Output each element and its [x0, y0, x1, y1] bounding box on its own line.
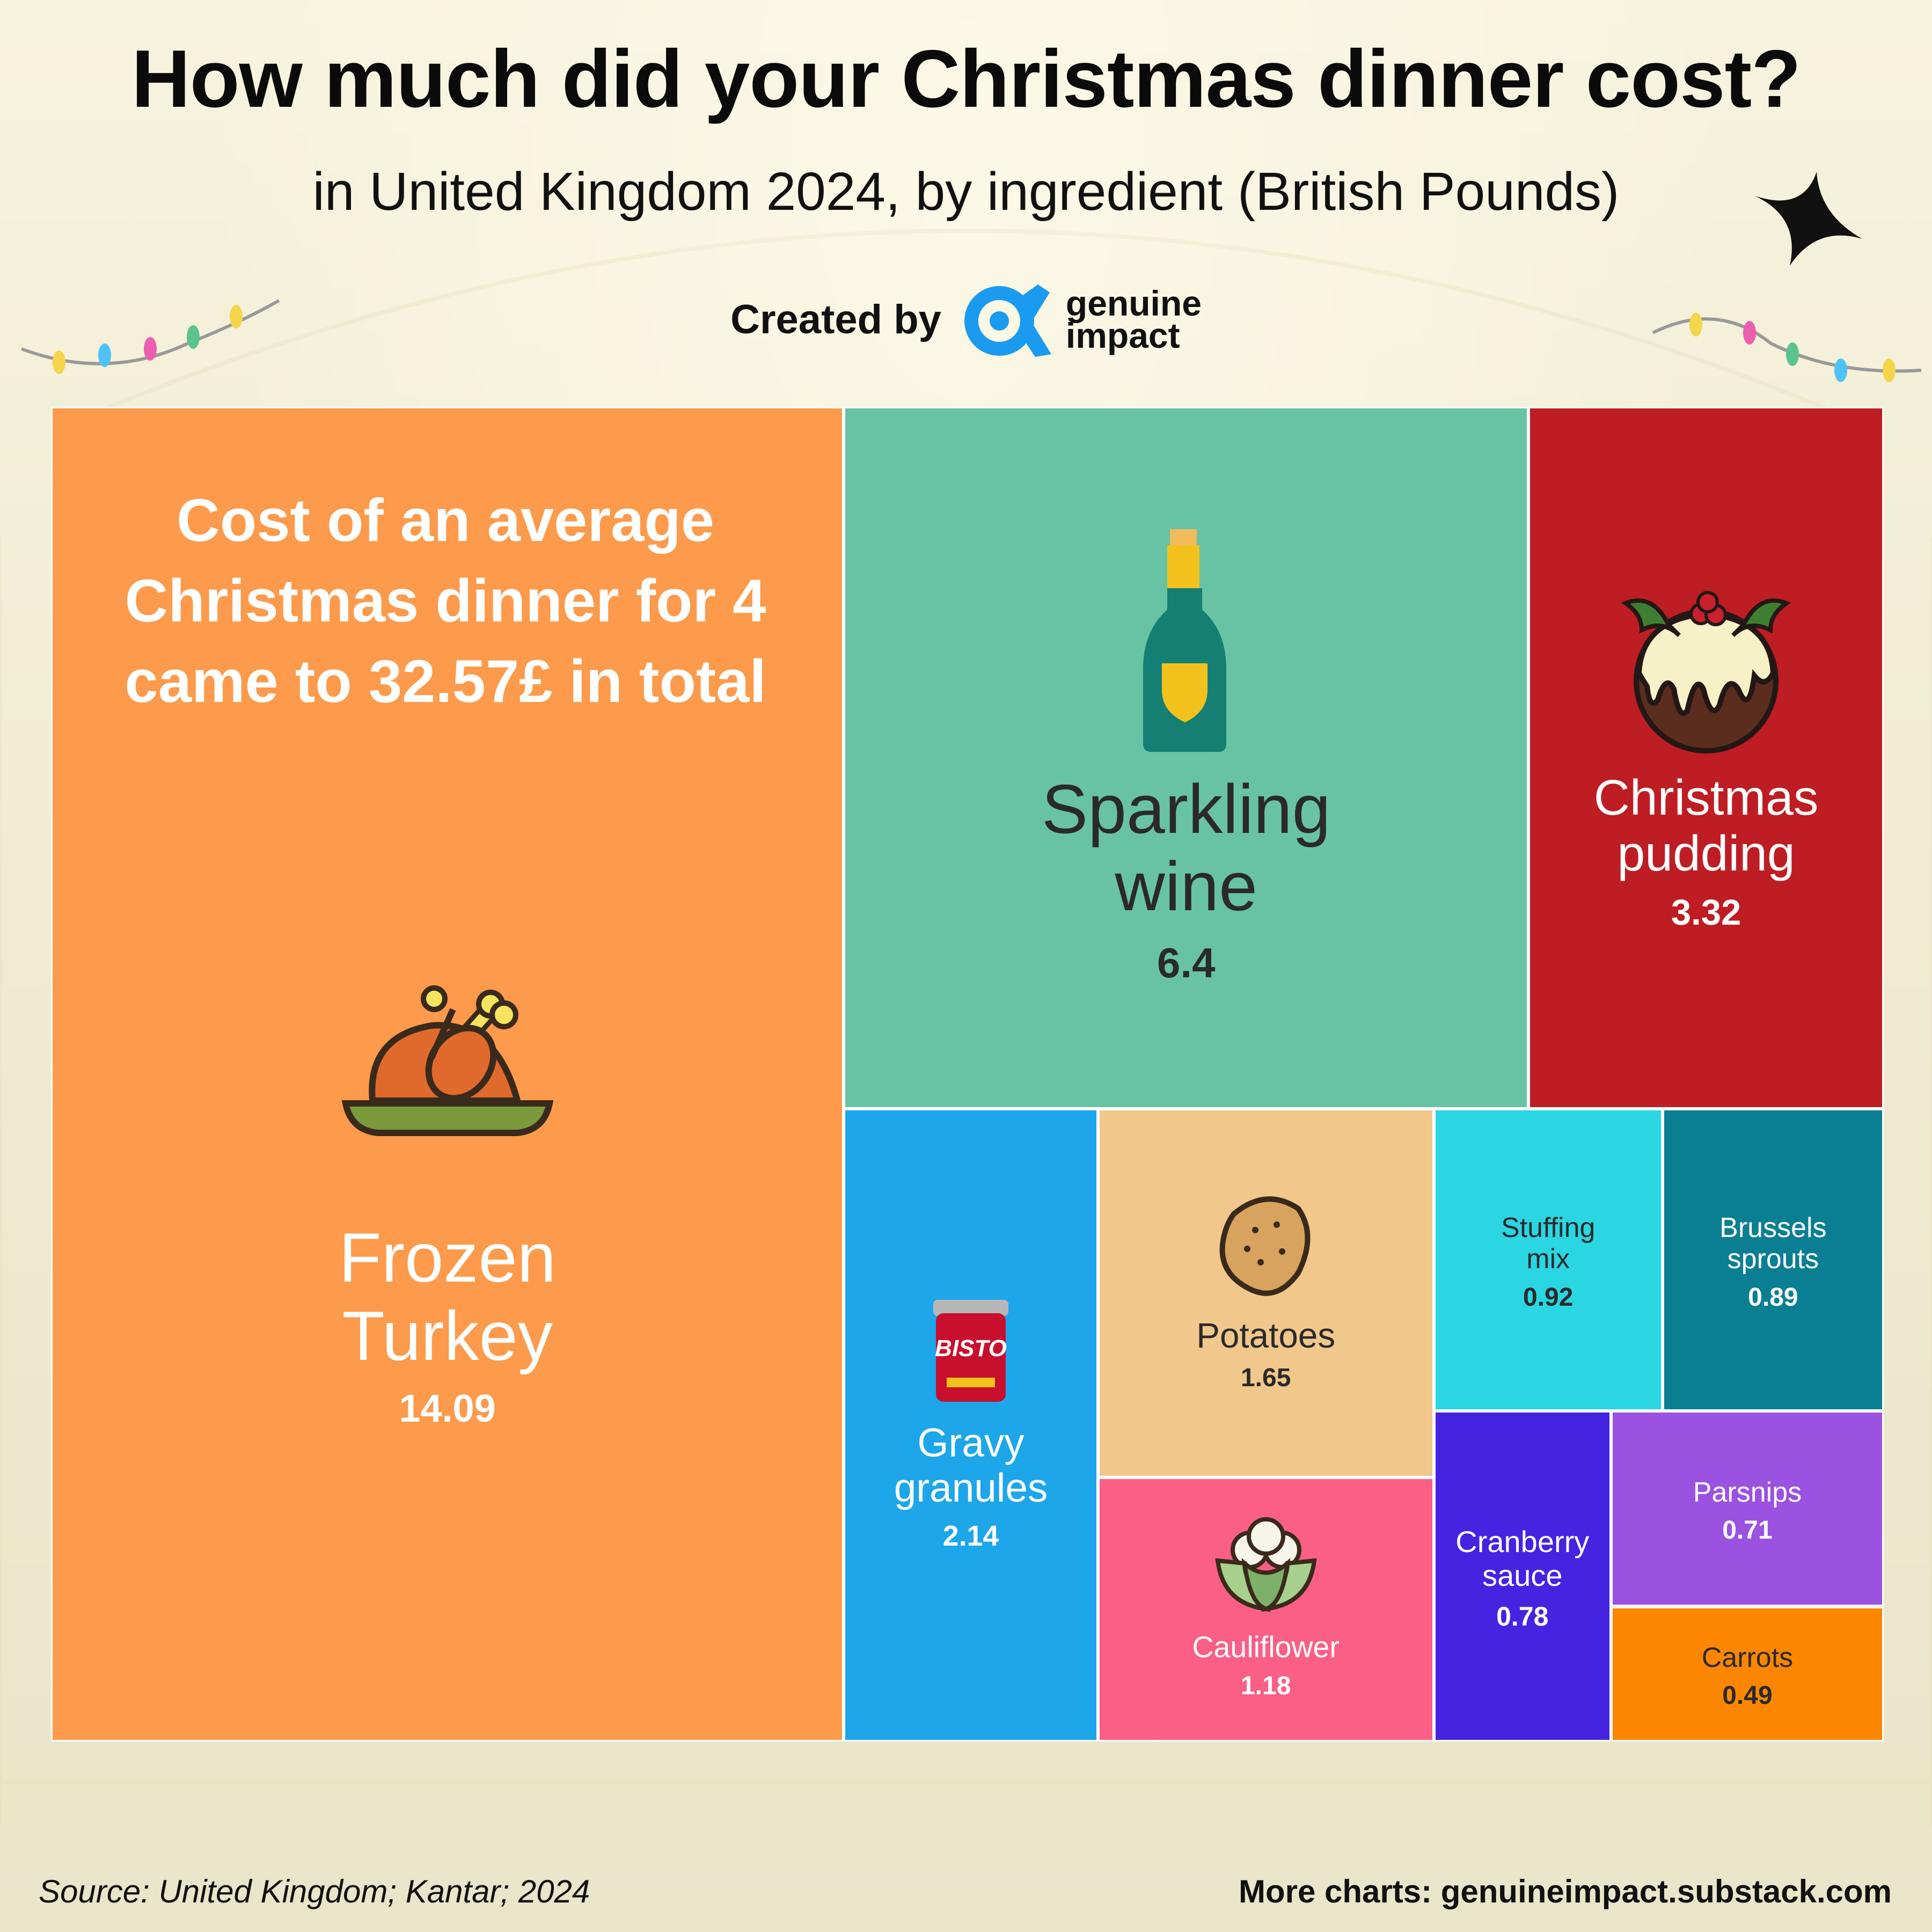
wine-bottle-icon	[845, 529, 1527, 755]
tile-name-line: Stuffing	[1501, 1212, 1596, 1243]
tile-value: 3.32	[1671, 892, 1741, 933]
chart-title: How much did your Christmas dinner cost?	[131, 33, 1801, 125]
credit-line: Created by genuine impact	[0, 279, 1932, 360]
total-note-line3: came to 32.57£ in total	[125, 648, 766, 715]
tile-label-block: Cauliflower 1.18	[1100, 1512, 1432, 1701]
svg-text:BISTO: BISTO	[935, 1335, 1007, 1362]
tile-label-block: Christmas pudding 3.32	[1530, 582, 1882, 934]
tile-label-block: Carrots 0.49	[1613, 1642, 1882, 1711]
brand-logo: genuine impact	[963, 279, 1202, 360]
source-note: Source: United Kingdom; Kantar; 2024	[39, 1874, 590, 1909]
turkey-icon	[53, 977, 842, 1154]
tile-name-line: Brussels	[1719, 1212, 1827, 1243]
tile-name-line: Frozen	[339, 1218, 556, 1297]
tile-value: 6.4	[1157, 939, 1216, 986]
tile-value: 1.18	[1240, 1672, 1291, 1701]
tile-brussels-sprouts: Brussels sprouts 0.89	[1662, 1109, 1884, 1411]
tile-name-line: Cauliflower	[1192, 1630, 1340, 1664]
more-charts-link: More charts: genuineimpact.substack.com	[1239, 1874, 1892, 1909]
tile-label-block: Frozen Turkey 14.09	[53, 977, 842, 1431]
brand-line2: impact	[1065, 316, 1180, 355]
left-string-lights	[20, 299, 280, 374]
tile-name-line: Sparkling	[1041, 770, 1331, 848]
tile-name-line: Turkey	[342, 1296, 553, 1375]
tile-label-block: Parsnips 0.71	[1613, 1477, 1882, 1546]
tile-stuffing-mix: Stuffing mix 0.92	[1433, 1109, 1663, 1411]
tile-sparkling-wine: Sparkling wine 6.4	[844, 407, 1529, 1109]
tile-value: 2.14	[942, 1519, 999, 1552]
tile-christmas-pudding: Christmas pudding 3.32	[1528, 407, 1884, 1109]
tile-name-line: wine	[1115, 848, 1258, 926]
tile-parsnips: Parsnips 0.71	[1611, 1411, 1884, 1607]
tile-label-block: Sparkling wine 6.4	[845, 529, 1527, 987]
tile-name-line: sauce	[1482, 1558, 1563, 1593]
tile-name-line: Carrots	[1701, 1642, 1794, 1673]
chart-subtitle: in United Kingdom 2024, by ingredient (B…	[312, 162, 1620, 222]
sparkle-star-icon	[1755, 172, 1862, 266]
tile-potatoes: Potatoes 1.65	[1097, 1109, 1434, 1478]
tile-gravy-granules: BISTO Gravy granules 2.14	[844, 1109, 1098, 1741]
tile-value: 0.78	[1496, 1601, 1549, 1631]
brand-name: genuine impact	[1065, 286, 1202, 355]
gravy-tub-icon: BISTO	[845, 1297, 1096, 1404]
tile-name-line: Cranberry	[1455, 1525, 1590, 1559]
total-note-line2: Christmas dinner for 4	[125, 567, 766, 634]
tile-name-line: Christmas	[1593, 769, 1819, 825]
tile-name-line: Potatoes	[1196, 1316, 1336, 1356]
tile-label-block: Cranberry sauce 0.78	[1436, 1525, 1609, 1631]
tile-value: 0.89	[1748, 1283, 1798, 1312]
right-string-lights	[1652, 313, 1922, 382]
tile-value: 14.09	[399, 1387, 496, 1430]
genuine-impact-logo-icon	[964, 284, 1051, 357]
cauliflower-icon	[1100, 1512, 1432, 1614]
tile-label-block: BISTO Gravy granules 2.14	[845, 1297, 1096, 1552]
christmas-pudding-icon	[1530, 582, 1882, 753]
tile-label-block: Brussels sprouts 0.89	[1664, 1212, 1882, 1312]
tile-value: 0.71	[1722, 1516, 1773, 1545]
brand-line1: genuine	[1065, 283, 1202, 323]
tile-frozen-turkey: Frozen Turkey 14.09	[51, 407, 844, 1741]
credit-label: Created by	[730, 296, 941, 342]
total-note-line1: Cost of an average	[176, 487, 715, 554]
tile-value: 1.65	[1240, 1364, 1291, 1393]
tile-carrots: Carrots 0.49	[1611, 1606, 1884, 1741]
tile-value: 0.49	[1722, 1681, 1773, 1710]
tile-label-block: Potatoes 1.65	[1100, 1192, 1432, 1393]
tile-name-line: pudding	[1617, 825, 1795, 882]
tile-name-line: granules	[894, 1465, 1048, 1510]
tile-cranberry-sauce: Cranberry sauce 0.78	[1433, 1411, 1611, 1741]
tile-cauliflower: Cauliflower 1.18	[1097, 1477, 1434, 1741]
tile-value: 0.92	[1523, 1283, 1574, 1312]
tile-label-block: Stuffing mix 0.92	[1436, 1212, 1661, 1312]
potato-icon	[1100, 1192, 1432, 1300]
tile-name-line: Parsnips	[1693, 1476, 1802, 1508]
total-cost-note: Cost of an average Christmas dinner for …	[32, 480, 859, 722]
tile-name-line: Gravy	[917, 1420, 1024, 1466]
tile-name-line: sprouts	[1727, 1243, 1819, 1275]
tile-name-line: mix	[1526, 1243, 1570, 1275]
